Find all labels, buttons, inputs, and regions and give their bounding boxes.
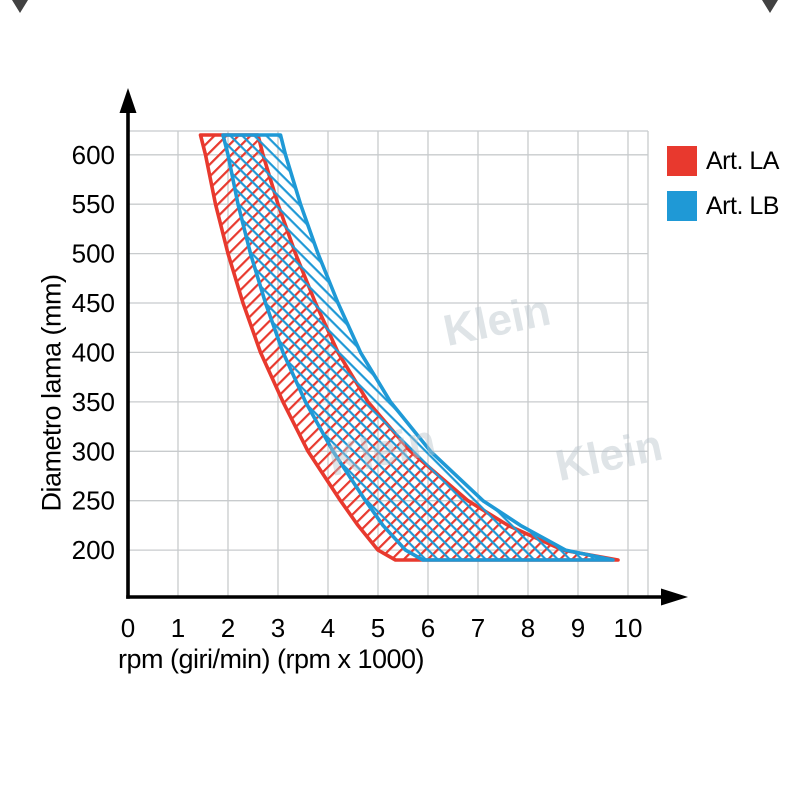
svg-text:400: 400 [72,337,115,367]
y-axis-title: Diametro lama (mm) [36,274,67,512]
legend-item-art-la: Art. LA [667,146,779,176]
svg-text:2: 2 [221,613,235,643]
svg-text:Klein: Klein [551,421,666,491]
x-axis-title: rpm (giri/min) (rpm x 1000) [118,644,425,674]
legend-item-art-lb: Art. LB [667,191,779,221]
svg-text:600: 600 [72,140,115,170]
svg-text:300: 300 [72,436,115,466]
svg-text:250: 250 [72,486,115,516]
svg-text:450: 450 [72,288,115,318]
svg-text:0: 0 [121,613,135,643]
legend: Art. LA Art. LB [667,146,779,221]
svg-text:1: 1 [171,613,185,643]
legend-label-art-la: Art. LA [706,146,779,175]
crop-mark-left [12,0,28,13]
legend-swatch-art-lb [667,191,697,221]
svg-text:350: 350 [72,387,115,417]
crop-mark-right [762,0,778,13]
svg-text:550: 550 [72,189,115,219]
svg-text:9: 9 [571,613,585,643]
svg-text:500: 500 [72,239,115,269]
svg-text:10: 10 [614,613,643,643]
svg-text:Klein: Klein [439,286,554,356]
legend-swatch-art-la [667,146,697,176]
legend-label-art-lb: Art. LB [706,191,779,220]
svg-text:3: 3 [271,613,285,643]
svg-text:200: 200 [72,535,115,565]
svg-text:6: 6 [421,613,435,643]
svg-text:7: 7 [471,613,485,643]
svg-text:5: 5 [371,613,385,643]
svg-text:4: 4 [321,613,335,643]
svg-text:8: 8 [521,613,535,643]
